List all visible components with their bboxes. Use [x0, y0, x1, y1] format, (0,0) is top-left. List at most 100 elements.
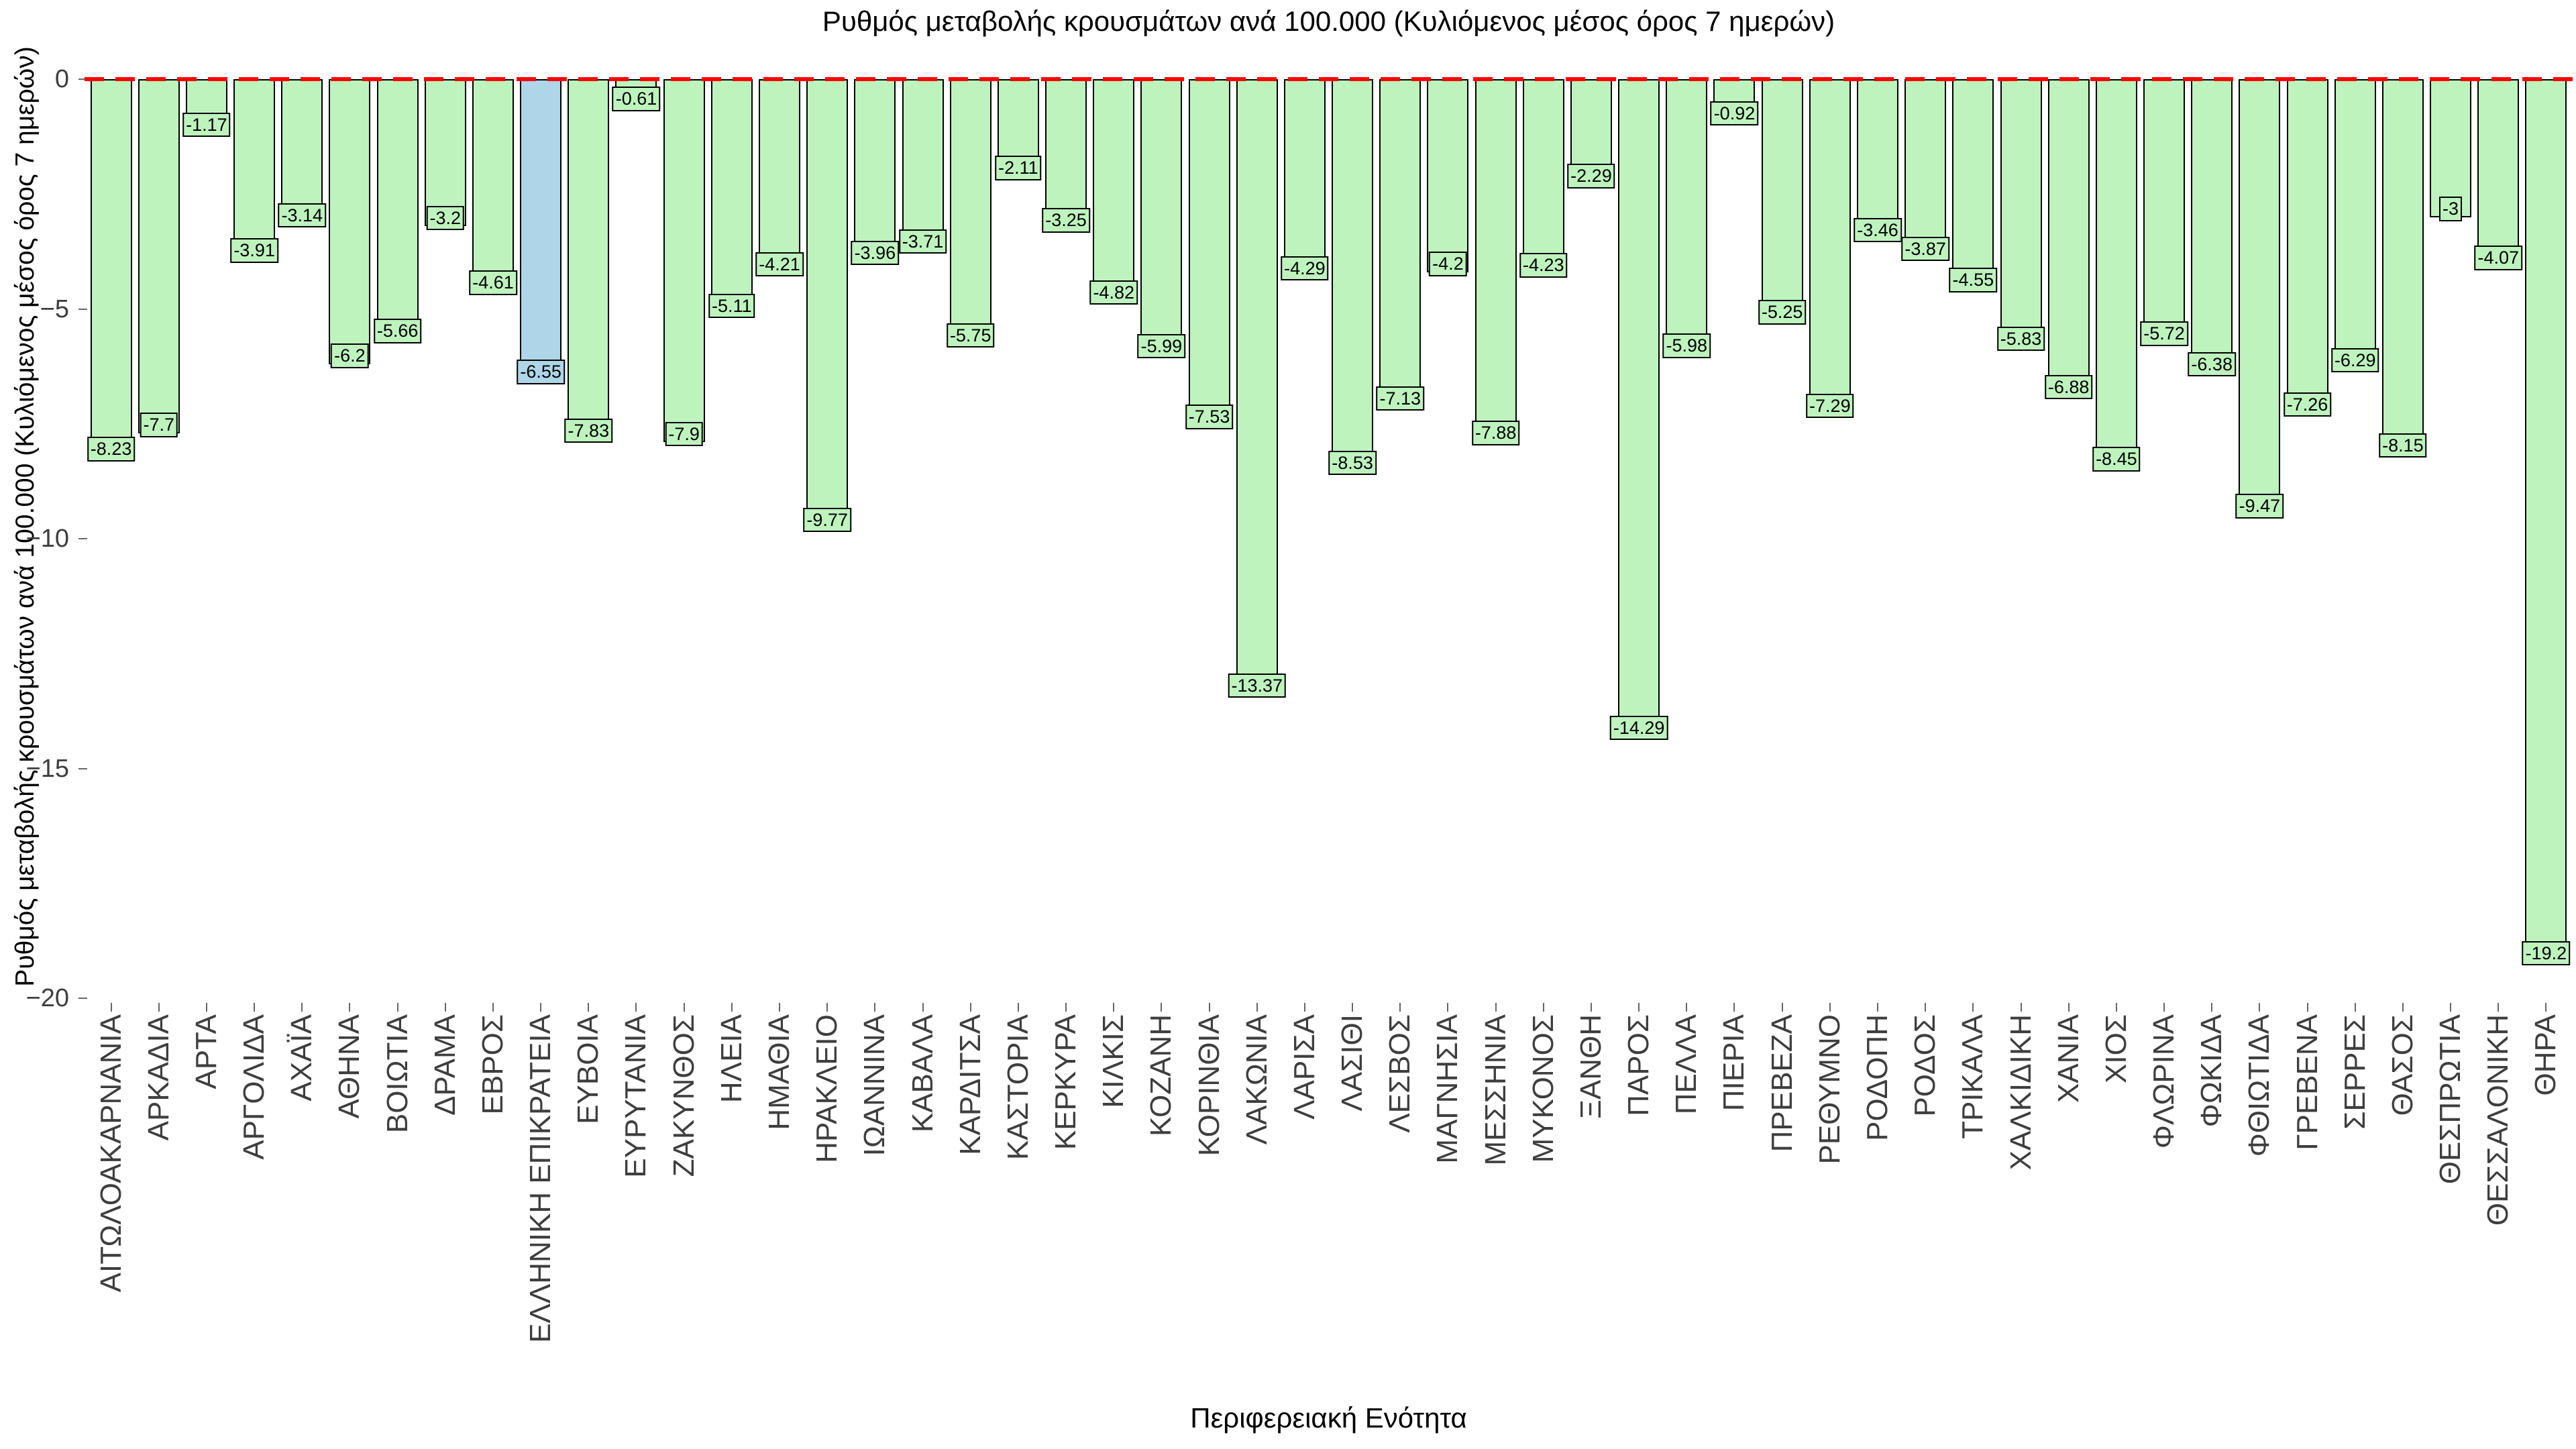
x-tick-label: ΘΕΣΠΡΩΤΙΑ — [2434, 1014, 2467, 1185]
bar-value-label: -5.72 — [2140, 321, 2188, 346]
bar: -14.29 — [1609, 79, 1668, 740]
bar-value-label: -4.29 — [1281, 256, 1329, 280]
x-tick — [826, 1003, 828, 1012]
x-tick-label: ΙΩΑΝΝΙΝΑ — [858, 1014, 892, 1157]
x-tick-label: ΘΕΣΣΑΛΟΝΙΚΗ — [2481, 1014, 2515, 1226]
x-tick-label: ΚΙΛΚΙΣ — [1097, 1014, 1130, 1108]
x-tick — [1972, 1003, 1974, 1012]
bar: -6.2 — [329, 79, 371, 368]
bar: -5.11 — [708, 79, 755, 319]
x-tick — [396, 1003, 398, 1012]
y-tick — [78, 998, 87, 1000]
x-tick — [1017, 1003, 1019, 1012]
x-tick — [444, 1003, 446, 1012]
x-tick — [874, 1003, 876, 1012]
x-tick-label: ΜΑΓΝΗΣΙΑ — [1431, 1014, 1464, 1164]
zero-line — [85, 77, 2574, 81]
bar: -8.45 — [2092, 79, 2141, 472]
bar-value-label: -2.29 — [1567, 164, 1615, 189]
bar: -3.91 — [230, 79, 278, 263]
x-tick-label: ΚΟΡΙΝΘΙΑ — [1192, 1014, 1226, 1157]
x-tick — [922, 1003, 924, 1012]
bar: -4.61 — [469, 79, 517, 295]
x-tick — [2211, 1003, 2213, 1012]
x-tick-label: ΘΑΣΟΣ — [2385, 1014, 2419, 1116]
bar-value-label: -7.88 — [1471, 421, 1520, 445]
bar-value-label: -0.92 — [1710, 101, 1759, 126]
x-tick-label: ΑΘΗΝΑ — [333, 1014, 366, 1119]
bar-value-label: -3.2 — [426, 205, 465, 231]
x-tick-label: ΗΡΑΚΛΕΙΟ — [810, 1014, 844, 1163]
x-tick — [2498, 1003, 2500, 1012]
x-axis-title: Περιφερειακή Ενότητα — [1190, 1402, 1467, 1434]
bar-value-label: -7.29 — [1806, 394, 1854, 419]
x-tick-label: ΑΡΓΟΛΙΔΑ — [237, 1014, 271, 1160]
bar-value-label: -4.2 — [1429, 252, 1467, 276]
bar: -8.15 — [2379, 79, 2427, 458]
x-tick — [2354, 1003, 2356, 1012]
bar: -7.88 — [1471, 79, 1520, 445]
x-tick-label: ΒΟΙΩΤΙΑ — [380, 1014, 414, 1134]
x-tick — [1542, 1003, 1544, 1012]
bar-value-label: -8.15 — [2379, 433, 2427, 458]
y-tick — [78, 767, 87, 769]
x-tick — [2306, 1003, 2308, 1012]
bar: -6.29 — [2330, 79, 2379, 372]
x-tick — [1876, 1003, 1878, 1012]
x-tick-label: ΤΡΙΚΑΛΑ — [1956, 1014, 1990, 1139]
x-tick-label: ΦΛΩΡΙΝΑ — [2147, 1014, 2181, 1149]
bar: -3.14 — [278, 79, 327, 228]
bar-value-label: -5.25 — [1758, 300, 1807, 325]
x-tick-label: ΧΑΛΚΙΔΙΚΗ — [2004, 1014, 2037, 1171]
bar-value-label: -5.66 — [373, 319, 422, 343]
x-tick-label: ΣΕΡΡΕΣ — [2338, 1014, 2371, 1130]
bar: -5.99 — [1137, 79, 1186, 359]
x-tick-label: ΑΧΑΪΑ — [285, 1014, 319, 1102]
x-tick — [158, 1003, 160, 1012]
x-tick-label: ΛΑΣΙΘΙ — [1336, 1014, 1369, 1112]
bar: -9.77 — [803, 79, 851, 533]
x-tick — [1829, 1003, 1831, 1012]
bar-value-label: -5.99 — [1137, 333, 1186, 359]
bar-value-label: -5.98 — [1662, 333, 1711, 358]
x-tick — [540, 1003, 542, 1012]
x-tick-label: ΦΩΚΙΔΑ — [2195, 1014, 2229, 1128]
plot-area: -8.23 -7.7 -1.17 -3.91 -3.14 -6.2 -5.66 -3.2 -4.… — [26, 65, 2574, 1012]
bar-value-label: -19.2 — [2522, 941, 2571, 966]
bar-value-label: -4.55 — [1949, 268, 1998, 292]
bar-value-label: -3 — [2439, 197, 2463, 221]
bar: -5.66 — [373, 79, 422, 343]
bar-value-label: -4.21 — [755, 252, 804, 277]
bar-value-label: -3.46 — [1854, 217, 1902, 243]
x-tick — [731, 1003, 733, 1012]
bar: -3.71 — [898, 79, 947, 254]
x-tick-label: ΔΡΑΜΑ — [428, 1014, 462, 1116]
y-tick-label: −20 — [25, 984, 69, 1013]
x-tick-label: ΠΡΕΒΕΖΑ — [1765, 1014, 1799, 1152]
x-tick — [588, 1003, 590, 1012]
bar: -7.9 — [663, 79, 705, 447]
bar-value-label: -3.14 — [278, 203, 327, 228]
x-tick — [969, 1003, 971, 1012]
y-tick — [78, 538, 87, 540]
x-tick-label: ΚΟΖΑΝΗ — [1144, 1014, 1178, 1136]
bar-value-label: -5.11 — [708, 293, 755, 319]
x-tick — [2259, 1003, 2261, 1012]
x-tick — [2450, 1003, 2452, 1012]
x-tick — [1447, 1003, 1449, 1012]
x-tick-label: ΞΑΝΘΗ — [1574, 1014, 1607, 1119]
bar: -0.61 — [612, 79, 661, 111]
x-tick-label: ΧΑΝΙΑ — [2051, 1014, 2085, 1104]
bar: -3 — [2430, 79, 2472, 221]
bar: -0.92 — [1710, 79, 1759, 126]
x-tick — [1495, 1003, 1497, 1012]
x-tick — [205, 1003, 207, 1012]
bar: -7.53 — [1185, 79, 1234, 429]
bar-value-label: -8.45 — [2092, 447, 2141, 472]
bar-value-label: -9.77 — [803, 507, 851, 533]
x-tick — [254, 1003, 256, 1012]
x-tick — [635, 1003, 637, 1012]
x-tick — [1161, 1003, 1163, 1012]
bar-value-label: -4.82 — [1089, 280, 1138, 305]
